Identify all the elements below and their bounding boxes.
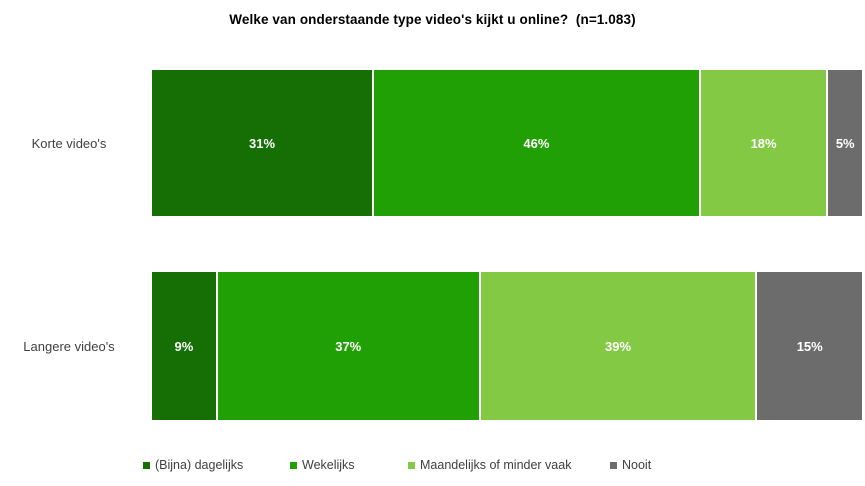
bar-segment: 37% bbox=[215, 272, 479, 420]
bar-segment: 39% bbox=[478, 272, 756, 420]
bar-row-korte-videos: Korte video's 31% 46% 18% 5% bbox=[0, 70, 862, 216]
segment-value-label: 31% bbox=[249, 135, 276, 151]
legend-swatch-icon bbox=[610, 461, 617, 469]
legend: (Bijna) dagelijks Wekelijks Maandelijks of… bbox=[0, 458, 865, 480]
bar-segment: 46% bbox=[372, 70, 699, 216]
category-label-langere-videos: Langere video's bbox=[23, 338, 115, 354]
legend-swatch-icon bbox=[290, 461, 297, 469]
stacked-bar-langere-videos: 9% 37% 39% 15% bbox=[152, 272, 862, 420]
chart-title: Welke van onderstaande type video's kijk… bbox=[229, 12, 636, 27]
bar-segment: 9% bbox=[152, 272, 216, 420]
segment-value-label: 9% bbox=[174, 338, 194, 354]
bar-segment: 5% bbox=[826, 70, 862, 216]
legend-swatch-icon bbox=[143, 461, 150, 469]
segment-value-label: 46% bbox=[523, 135, 550, 151]
legend-label: Maandelijks of minder vaak bbox=[420, 458, 572, 472]
legend-item: (Bijna) dagelijks bbox=[143, 458, 243, 472]
legend-item: Maandelijks of minder vaak bbox=[408, 458, 571, 472]
legend-label: (Bijna) dagelijks bbox=[155, 458, 244, 472]
bar-segment: 31% bbox=[152, 70, 373, 216]
bar-segment: 15% bbox=[755, 272, 862, 420]
segment-value-label: 5% bbox=[835, 135, 855, 151]
legend-swatch-icon bbox=[408, 461, 415, 469]
bar-segment: 18% bbox=[698, 70, 827, 216]
segment-value-label: 39% bbox=[605, 338, 632, 354]
segment-value-label: 37% bbox=[335, 338, 362, 354]
legend-label: Wekelijks bbox=[302, 458, 355, 472]
legend-label: Nooit bbox=[622, 458, 652, 472]
legend-item: Nooit bbox=[610, 458, 651, 472]
stacked-bar-korte-videos: 31% 46% 18% 5% bbox=[152, 70, 862, 216]
legend-item: Wekelijks bbox=[290, 458, 355, 472]
segment-value-label: 15% bbox=[796, 338, 823, 354]
segment-value-label: 18% bbox=[750, 135, 777, 151]
bar-row-langere-videos: Langere video's 9% 37% 39% 15% bbox=[0, 272, 862, 420]
category-label-korte-videos: Korte video's bbox=[31, 135, 107, 151]
